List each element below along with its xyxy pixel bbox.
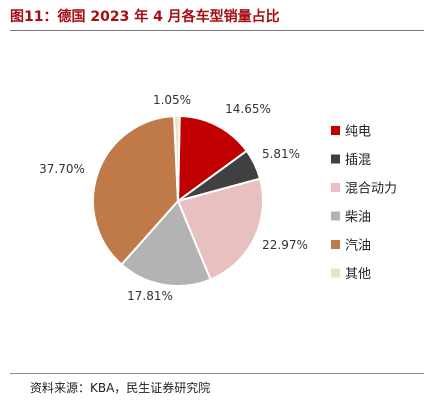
slice-value-label-4: 17.81% bbox=[127, 289, 173, 303]
legend-label-6: 其他 bbox=[345, 267, 371, 282]
pie-slice-1 bbox=[176, 114, 249, 203]
legend-swatch-1 bbox=[331, 126, 340, 135]
source-note: 资料来源：KBA，民生证券研究院 bbox=[30, 381, 211, 395]
legend-swatch-6 bbox=[331, 268, 340, 278]
legend-swatch-5 bbox=[331, 240, 340, 249]
pie-slice-5 bbox=[92, 115, 180, 266]
slice-value-label-3: 22.97% bbox=[262, 238, 308, 252]
pie-slice-3 bbox=[176, 177, 264, 281]
legend-swatch-3 bbox=[331, 183, 340, 192]
slice-value-label-1: 14.65% bbox=[225, 102, 271, 116]
legend-label-2: 插混 bbox=[345, 153, 371, 168]
slice-value-label-2: 5.81% bbox=[262, 147, 300, 161]
slice-value-label-6: 1.05% bbox=[153, 93, 191, 107]
legend-label-1: 纯电 bbox=[345, 125, 371, 140]
legend-label-5: 汽油 bbox=[345, 239, 371, 254]
legend-swatch-2 bbox=[331, 154, 340, 164]
legend-swatch-4 bbox=[331, 211, 340, 221]
pie-value-labels: 14.65% 5.81% 22.97% 17.81% 37.70% 1.05% bbox=[39, 93, 308, 303]
pie-slice-6 bbox=[173, 115, 181, 202]
pie-slices bbox=[92, 114, 264, 287]
figure-title: 图11：德国 2023 年 4 月各车型销量占比 bbox=[10, 9, 280, 25]
slice-value-label-5: 37.70% bbox=[39, 162, 85, 176]
pie-slice-4 bbox=[120, 199, 212, 287]
legend-label-4: 柴油 bbox=[345, 210, 371, 225]
top-rule bbox=[10, 30, 424, 31]
legend-label-3: 混合动力 bbox=[345, 182, 397, 197]
bottom-rule bbox=[10, 373, 424, 374]
